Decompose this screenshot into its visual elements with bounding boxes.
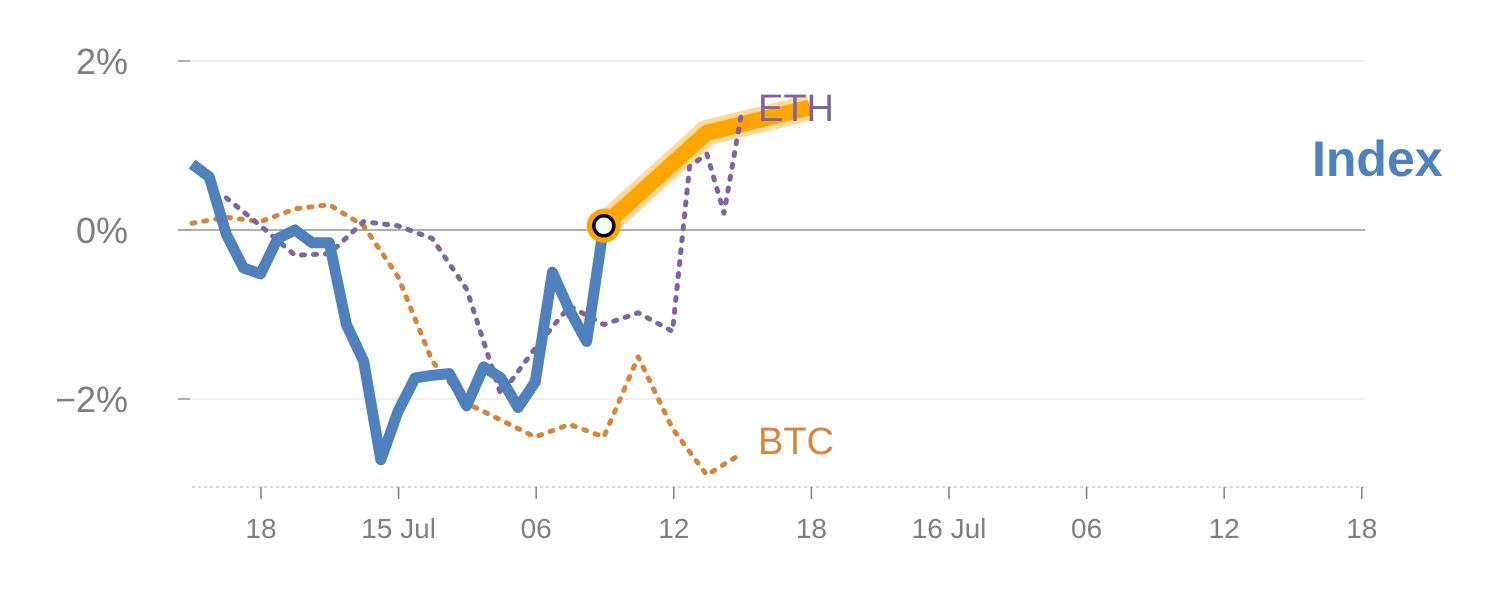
series-line-index: [188, 159, 610, 466]
x-tick-label: 18: [796, 513, 827, 544]
x-axis: 18 15 Jul 06 12 18 16 Jul 06 12 18: [192, 486, 1377, 544]
x-tick-label: 15 Jul: [361, 513, 436, 544]
y-axis: 2% 0% −2%: [55, 41, 190, 420]
x-tick-label: 06: [1071, 513, 1102, 544]
current-marker: [592, 214, 616, 238]
x-tick-label: 18: [245, 513, 276, 544]
x-tick-label: 12: [658, 513, 689, 544]
series-label-index: Index: [1312, 131, 1443, 187]
series-line-eth: [223, 113, 744, 398]
series-line-index-forecast: [598, 99, 812, 232]
x-tick-label: 18: [1346, 513, 1377, 544]
y-tick-label: −2%: [55, 379, 128, 420]
x-tick-label: 06: [521, 513, 552, 544]
series-label-btc: BTC: [758, 421, 834, 463]
series-lines: [188, 94, 813, 478]
x-tick-label: 16 Jul: [912, 513, 987, 544]
grid-lines: [178, 60, 1365, 400]
x-tick-label: 12: [1209, 513, 1240, 544]
y-tick-label: 0%: [76, 210, 128, 251]
series-labels: ETH BTC Index: [758, 88, 1443, 463]
y-tick-label: 2%: [76, 41, 128, 82]
series-label-eth: ETH: [758, 88, 834, 130]
